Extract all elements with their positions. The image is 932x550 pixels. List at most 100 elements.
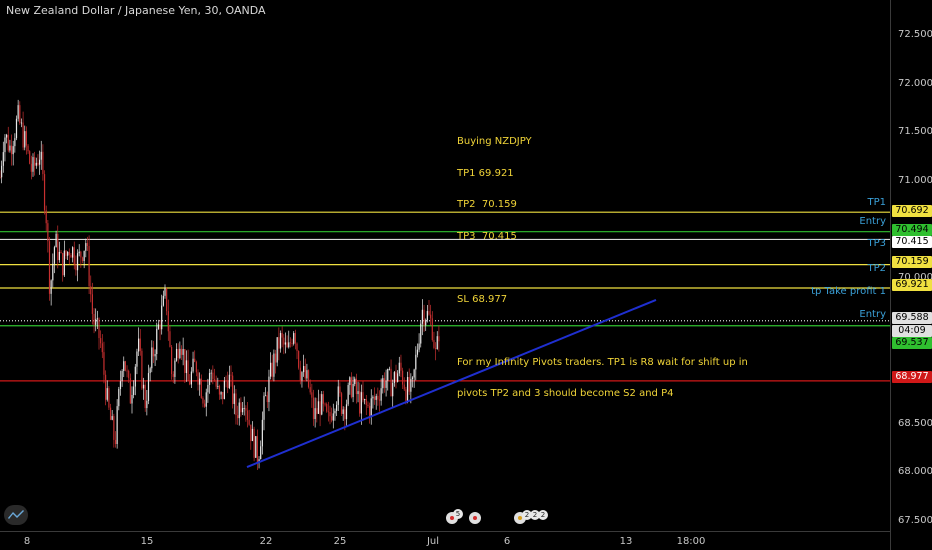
economic-event-icon[interactable]: [469, 512, 481, 524]
candle-body: [121, 371, 123, 382]
candle-body: [136, 351, 138, 367]
candle-body: [34, 157, 36, 166]
candle-body: [232, 375, 234, 404]
line-label-take-profit-1[interactable]: tp Take profit 1: [811, 286, 886, 297]
x-tick-label: Jul: [426, 536, 440, 547]
candle-body: [372, 396, 374, 399]
y-tick-label: 67.500: [898, 515, 932, 526]
candle-body: [184, 348, 186, 373]
candle-body: [15, 118, 18, 139]
candle-body: [105, 374, 107, 400]
candle-body: [58, 251, 60, 261]
candle-body: [337, 386, 339, 405]
candle-body: [235, 393, 237, 416]
candle-body: [42, 151, 44, 175]
candle-body: [147, 373, 150, 401]
candle-body: [364, 399, 366, 401]
event-count-badge: 2: [538, 510, 548, 520]
candle-body: [133, 386, 135, 395]
candle-body: [164, 288, 166, 296]
candle-body: [2, 152, 4, 166]
candle-body: [355, 378, 357, 395]
candle-body: [128, 370, 130, 379]
candle-body: [73, 247, 75, 265]
candle-body: [185, 360, 188, 373]
candle-body: [27, 145, 29, 152]
candle-body: [390, 368, 392, 397]
candle-body: [139, 338, 141, 351]
candle-body: [230, 374, 232, 376]
note-line: pivots TP2 and 3 should become S2 and P4: [457, 388, 674, 399]
candle-body: [223, 380, 225, 399]
candle-body: [309, 387, 311, 393]
candle-body: [345, 404, 348, 420]
candle-body: [88, 246, 90, 287]
candle-body: [197, 372, 199, 385]
candle-body: [398, 362, 400, 374]
candle-body: [354, 378, 356, 385]
candle-body: [12, 146, 14, 155]
line-label-tp3[interactable]: TP3: [867, 238, 886, 249]
candle-body: [293, 333, 295, 344]
price-tag-current: 69.588: [892, 312, 932, 324]
x-tick-label: 6: [503, 536, 511, 547]
chart-plot-area[interactable]: [0, 0, 890, 531]
symbol-title[interactable]: New Zealand Dollar / Japanese Yen, 30, O…: [6, 4, 266, 17]
candle-body: [397, 373, 399, 382]
price-tag-tp1: 70.692: [892, 205, 932, 217]
line-label-tp1[interactable]: TP1: [867, 197, 886, 208]
candle-body: [411, 377, 414, 379]
event-count-badge: 2: [522, 510, 532, 520]
candle-body: [53, 247, 56, 264]
tradingview-logo-icon[interactable]: [4, 505, 28, 525]
candle-body: [327, 411, 329, 413]
trade-note-annotation[interactable]: Buying NZDJPY TP1 69.921 TP2 70.159 TP3 …: [457, 116, 748, 421]
candle-body: [172, 374, 174, 377]
candle-body: [403, 384, 405, 390]
candle-body: [250, 424, 252, 442]
candle-body: [286, 342, 288, 348]
line-label-tp2[interactable]: TP2: [867, 263, 886, 274]
candle-body: [261, 419, 263, 447]
candle-body: [388, 368, 390, 370]
candle-body: [306, 370, 308, 379]
candle-body: [174, 360, 176, 377]
candle-body: [156, 328, 158, 355]
candle-body: [101, 343, 103, 353]
candle-body: [281, 333, 283, 338]
candle-body: [382, 378, 384, 389]
candle-body: [30, 163, 32, 172]
candle-body: [225, 380, 227, 382]
candle-body: [171, 346, 173, 375]
candle-body: [35, 162, 37, 166]
candle-body: [98, 318, 100, 339]
candle-body: [142, 384, 145, 389]
candle-body: [421, 309, 423, 324]
candle-body: [255, 436, 257, 458]
candle-body: [180, 348, 183, 355]
candle-body: [57, 233, 59, 261]
candle-body: [29, 151, 31, 164]
line-label-entry[interactable]: Entry: [859, 216, 886, 227]
candle-body: [83, 250, 85, 262]
note-line: TP2 70.159: [457, 199, 517, 210]
candle-body: [329, 412, 331, 417]
candle-body: [299, 367, 301, 381]
price-tag-entry-lower: 69.537: [892, 337, 932, 349]
candle-body: [213, 379, 216, 381]
candle-body: [347, 385, 349, 405]
candle-body: [80, 251, 82, 258]
line-label-entry-lower[interactable]: Entry: [859, 309, 886, 320]
candle-body: [218, 385, 221, 395]
candle-body: [86, 243, 89, 247]
candle-body: [387, 369, 389, 381]
candle-body: [377, 395, 379, 400]
candle-body: [9, 145, 11, 151]
candle-body: [48, 241, 51, 294]
candle-body: [199, 378, 201, 385]
candle-body: [212, 372, 214, 380]
candle-body: [273, 353, 275, 377]
candle-body: [114, 439, 117, 445]
candle-body: [362, 392, 364, 401]
